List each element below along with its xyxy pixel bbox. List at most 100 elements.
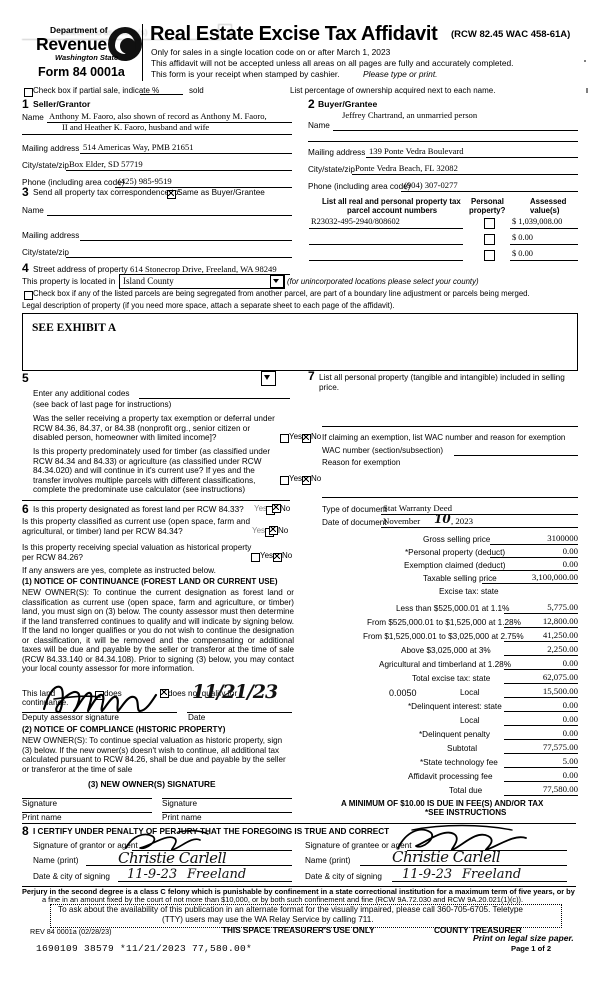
section6-q1-no-checkbox[interactable] xyxy=(272,504,281,513)
grantor-date-underline[interactable] xyxy=(118,881,292,882)
assessed-value-1[interactable]: $ 1,039,008.00 xyxy=(512,217,563,226)
tier-value-3[interactable]: 41,250.00 xyxy=(542,630,578,640)
new-owner-print-underline-1[interactable] xyxy=(22,812,152,813)
grantee-date-underline[interactable] xyxy=(392,881,567,882)
buyer-citystatezip-value[interactable]: Ponte Vedra Beach, FL 32082 xyxy=(355,163,458,173)
section6-q3-no-checkbox[interactable] xyxy=(273,553,282,562)
tier-value-1[interactable]: 5,775.00 xyxy=(547,602,578,612)
excise-tax-state-heading: Excise tax: state xyxy=(439,587,499,596)
parcel-underline-2[interactable] xyxy=(309,244,463,245)
partial-sale-checkbox[interactable] xyxy=(24,88,33,97)
reason-underline[interactable] xyxy=(322,497,578,498)
grantee-name-value[interactable]: Christie Carlell xyxy=(392,848,501,866)
q1-no-checkbox[interactable] xyxy=(302,434,311,443)
street-address-value[interactable]: 614 Stonecrop Drive, Freeland, WA 98249 xyxy=(130,264,277,274)
delinquent-penalty-value[interactable]: 0.00 xyxy=(562,728,578,738)
new-owner-sig-underline-2[interactable] xyxy=(162,798,292,799)
parcel-underline-3[interactable] xyxy=(309,260,463,261)
q2-yes-checkbox[interactable] xyxy=(280,476,289,485)
continuance-body: NEW OWNER(S): To continue the current de… xyxy=(22,588,294,673)
new-owner-print-label-2: Print name xyxy=(162,813,202,822)
document-type-value[interactable]: Stat Warranty Deed xyxy=(383,503,452,513)
section6-q2-no-checkbox[interactable] xyxy=(269,526,278,535)
county-select[interactable] xyxy=(119,274,285,289)
new-owner-sig-underline-1[interactable] xyxy=(22,798,152,799)
document-type-label: Type of document xyxy=(322,505,388,514)
seller-citystatezip-value[interactable]: Box Elder, SD 57719 xyxy=(69,159,143,169)
tax-value-exemption[interactable]: 0.00 xyxy=(562,559,578,569)
wac-number-underline[interactable] xyxy=(454,455,578,456)
tax-label-personal: *Personal property (deduct) xyxy=(405,548,506,557)
buyer-phone-value[interactable]: (904) 307-0277 xyxy=(404,180,458,190)
new-owner-print-underline-2[interactable] xyxy=(162,812,292,813)
delinquent-interest-local-label: Local xyxy=(460,716,480,725)
tier-value-5[interactable]: 0.00 xyxy=(562,658,578,668)
tax-value-gross[interactable]: 3100000 xyxy=(547,533,578,543)
legal-description-box[interactable] xyxy=(22,313,578,371)
assessed-value-2[interactable]: $ 0.00 xyxy=(512,233,533,242)
tier-value-total-state[interactable]: 62,075.00 xyxy=(542,672,578,682)
section8-top-rule xyxy=(22,823,576,824)
header-sub-3: This form is your receipt when stamped b… xyxy=(151,69,340,79)
section3-citystatezip-underline[interactable] xyxy=(66,257,292,258)
same-as-buyer-checkbox[interactable] xyxy=(167,190,176,199)
land-use-dropdown-arrow-icon[interactable] xyxy=(261,371,276,386)
grantor-name-underline[interactable] xyxy=(86,865,292,866)
personal-property-checkbox-3[interactable] xyxy=(484,250,495,261)
grantor-date-value[interactable]: 11-9-23 xyxy=(127,867,178,882)
tax-value-personal[interactable]: 0.00 xyxy=(562,546,578,556)
seller-name-value-line1[interactable]: Anthony M. Faoro, also shown of record a… xyxy=(49,111,267,121)
tax-value-taxable[interactable]: 3,100,000.00 xyxy=(531,572,578,582)
deputy-assessor-date-value[interactable]: 11/21/23 xyxy=(192,681,278,703)
personal-property-checkbox-1[interactable] xyxy=(484,218,495,229)
grantee-signature-label: Signature of grantee or agent xyxy=(305,841,412,850)
state-technology-fee-value[interactable]: 5.00 xyxy=(562,756,578,766)
parcel-number-value[interactable]: R23032-495-2940/808602 xyxy=(311,217,400,226)
q1-yes-checkbox[interactable] xyxy=(280,434,289,443)
buyer-mailing-value[interactable]: 139 Ponte Vedra Boulevard xyxy=(369,146,464,156)
subtotal-value[interactable]: 77,575.00 xyxy=(542,742,578,752)
partial-sale-line[interactable] xyxy=(140,94,183,95)
seller-name-value-line2[interactable]: II and Heather K. Faoro, husband and wif… xyxy=(62,122,210,132)
seller-phone-value[interactable]: (425) 985-9519 xyxy=(118,176,172,186)
buyer-name-value[interactable]: Jeffrey Chartrand, an unmarried person xyxy=(342,110,478,120)
section6-q3-yes-checkbox[interactable] xyxy=(251,553,260,562)
q1-yes-label: Yes xyxy=(289,432,303,441)
tier-value-2[interactable]: 12,800.00 xyxy=(542,616,578,626)
affidavit-processing-fee-value[interactable]: 0.00 xyxy=(562,770,578,780)
does-not-qualify-checkbox[interactable] xyxy=(160,689,169,698)
grantee-city-value[interactable]: Freeland xyxy=(462,867,522,882)
tier-value-4[interactable]: 2,250.00 xyxy=(547,644,578,654)
section3-mailing-underline[interactable] xyxy=(80,240,292,241)
grantor-signature-underline[interactable] xyxy=(132,850,292,851)
assessor-date-label: Date xyxy=(188,713,206,722)
county-treasurer-label: COUNTY TREASURER xyxy=(434,926,522,935)
grantee-name-underline[interactable] xyxy=(360,865,567,866)
buyer-name-underline-1 xyxy=(333,130,578,131)
delinquent-interest-state-value[interactable]: 0.00 xyxy=(562,700,578,710)
segregated-checkbox[interactable] xyxy=(24,291,33,300)
alt-format-line2: (TTY) users may use the WA Relay Service… xyxy=(162,915,374,924)
revenue-logo-icon xyxy=(108,27,142,61)
document-date-month[interactable]: November xyxy=(383,516,421,526)
grantee-signature-scribble[interactable] xyxy=(392,824,577,856)
total-due-value[interactable]: 77,580.00 xyxy=(542,784,578,794)
section3-name-underline[interactable] xyxy=(47,215,292,216)
local-value[interactable]: 15,500.00 xyxy=(542,686,578,696)
assessed-value-3[interactable]: $ 0.00 xyxy=(512,249,533,258)
total-due-label: Total due xyxy=(449,786,483,795)
buyer-mailing-label: Mailing address xyxy=(308,148,366,157)
grantee-date-value[interactable]: 11-9-23 xyxy=(402,867,453,882)
seller-mailing-value[interactable]: 514 Americas Way, PMB 21651 xyxy=(83,142,194,152)
grantor-name-value[interactable]: Christie Carlell xyxy=(118,849,227,867)
personal-property-checkbox-2[interactable] xyxy=(484,234,495,245)
delinquent-interest-local-value[interactable]: 0.00 xyxy=(562,714,578,724)
section3-number: 3 xyxy=(22,185,29,199)
grantor-city-value[interactable]: Freeland xyxy=(187,867,247,882)
additional-codes-underline[interactable] xyxy=(139,398,290,399)
grantor-signature-scribble[interactable] xyxy=(122,828,297,856)
section4-number: 4 xyxy=(22,261,29,275)
document-date-day[interactable]: 10 xyxy=(434,512,451,526)
q2-no-checkbox[interactable] xyxy=(302,476,311,485)
section3-name-label: Name xyxy=(22,206,44,215)
